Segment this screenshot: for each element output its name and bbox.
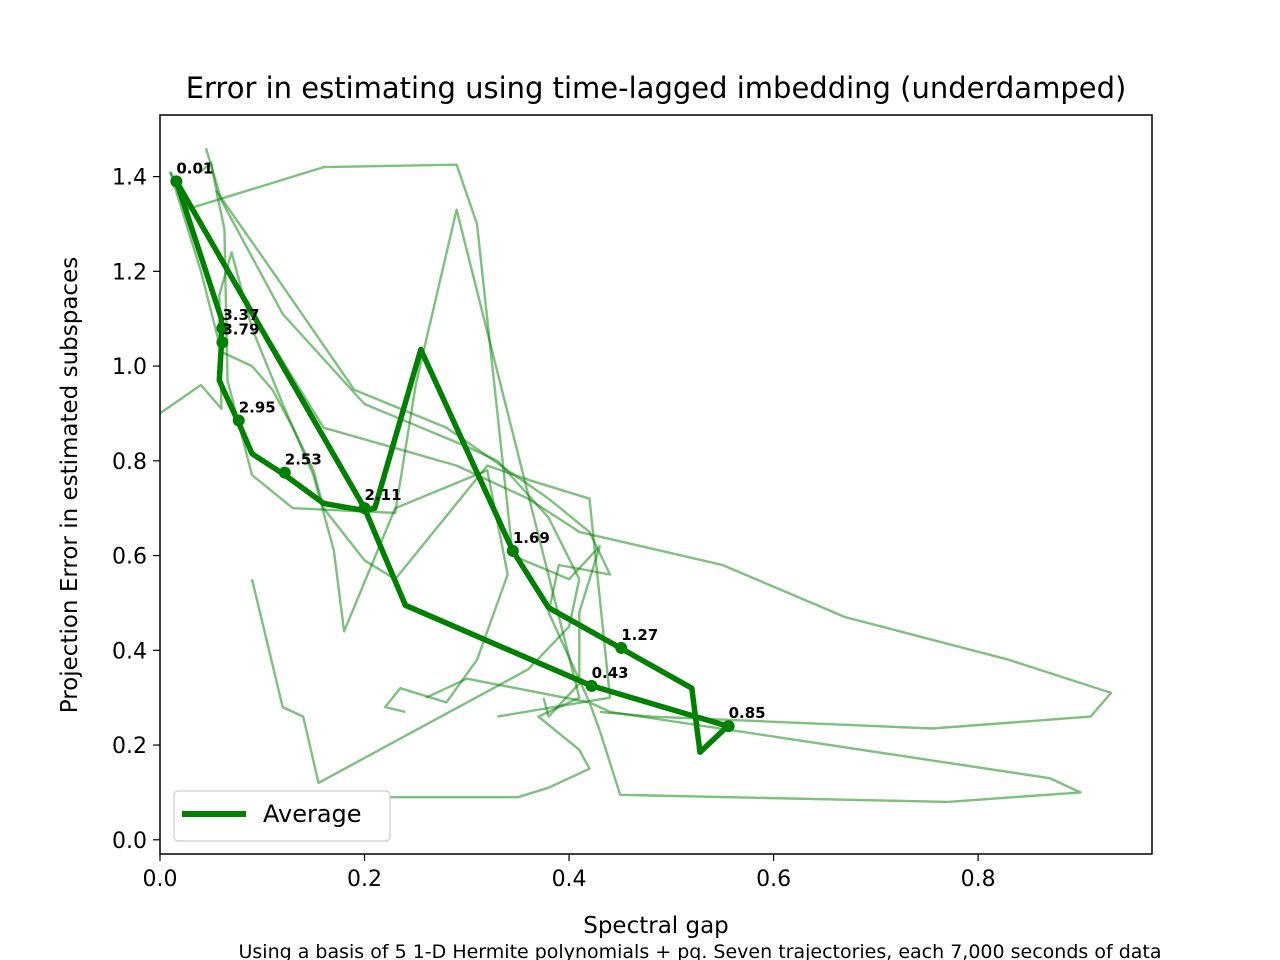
average-point-10: [722, 720, 735, 733]
average-series: [173, 178, 731, 755]
point-label-7: 1.69: [513, 529, 550, 547]
legend-label-average: Average: [263, 800, 362, 828]
x-tick-label-4: 0.8: [961, 867, 996, 892]
y-tick-label-1: 0.2: [112, 734, 147, 759]
average-point-4: [232, 414, 245, 427]
y-tick-label-2: 0.4: [112, 639, 147, 664]
point-label-5: 2.53: [285, 451, 322, 469]
legend: Average: [173, 790, 391, 842]
point-label-3: 3.79: [222, 320, 259, 338]
y-tick-label-3: 0.6: [112, 545, 147, 570]
x-axis-ticks: 0.0 0.2 0.4 0.6 0.8: [143, 854, 996, 892]
average-point-2: [216, 322, 229, 335]
annotated-points: 0.01 3.373.79 2.95 2.53 2.11 1.69 1.27 0.43 0.85: [170, 159, 766, 733]
y-tick-label-5: 1.0: [112, 355, 147, 380]
trajectory-line-2: [185, 163, 601, 718]
x-tick-label-0: 0.0: [143, 867, 178, 892]
average-point-3: [216, 336, 229, 349]
point-label-1: 0.01: [176, 159, 213, 177]
point-label-4: 2.95: [239, 399, 276, 417]
average-point-5: [278, 466, 291, 479]
x-tick-label-1: 0.2: [347, 867, 382, 892]
point-label-6: 2.11: [365, 486, 402, 504]
legend-box: [173, 790, 391, 842]
average-point-9: [585, 679, 598, 692]
point-label-10: 0.85: [729, 704, 766, 722]
y-axis-ticks: 0.0 0.2 0.4 0.6 0.8 1.0 1.2 1.4: [112, 166, 160, 854]
trajectory-line-4: [204, 147, 581, 785]
trajectory-line-1: [169, 171, 1113, 730]
plot-frame: [159, 114, 1153, 855]
y-tick-label-7: 1.4: [112, 166, 147, 191]
average-point-7: [506, 544, 519, 557]
point-label-9: 0.43: [592, 664, 629, 682]
point-label-8: 1.27: [621, 626, 658, 644]
y-tick-label-6: 1.2: [112, 260, 147, 285]
point-label-2: 3.37: [222, 306, 259, 324]
y-axis-label: Projection Error in estimated subspaces: [57, 257, 83, 713]
average-point-8: [615, 641, 628, 654]
x-axis-label: Spectral gap: [583, 913, 729, 939]
x-tick-label-3: 0.6: [756, 867, 791, 892]
trajectory-line-5: [200, 161, 591, 799]
average-point-1: [170, 175, 183, 188]
trajectory-line-3: [215, 190, 1082, 804]
chart-title: Error in estimating using time-lagged im…: [186, 71, 1127, 105]
average-line: [173, 178, 731, 755]
average-point-6: [358, 502, 371, 515]
x-tick-label-2: 0.4: [552, 867, 587, 892]
chart-caption: Using a basis of 5 1-D Hermite polynomia…: [239, 941, 1162, 960]
y-tick-label-0: 0.0: [112, 829, 147, 854]
trajectory-lines: [159, 147, 1113, 804]
y-tick-label-4: 0.8: [112, 450, 147, 475]
